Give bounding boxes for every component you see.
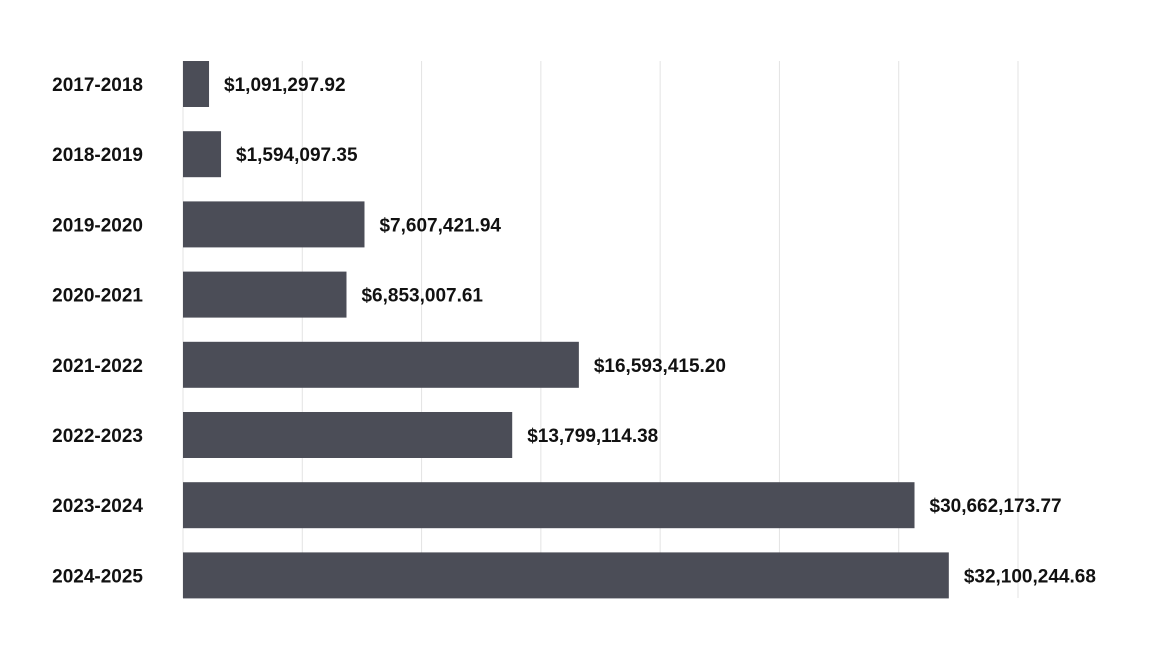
value-label: $7,607,421.94 <box>379 215 501 236</box>
value-label: $30,662,173.77 <box>930 496 1062 517</box>
category-label: 2020-2021 <box>52 286 143 307</box>
bar-2022-2023 <box>183 412 513 458</box>
category-label: 2018-2019 <box>52 145 143 166</box>
bar-2023-2024 <box>183 482 915 529</box>
category-label: 2023-2024 <box>52 496 143 517</box>
bars <box>183 61 949 599</box>
value-label: $16,593,415.20 <box>594 356 726 377</box>
category-labels: 2017-2018 2018-2019 2019-2020 2020-2021 2021… <box>52 75 143 587</box>
gridlines <box>182 61 1019 598</box>
value-label: $13,799,114.38 <box>527 426 658 447</box>
bar-2018-2019 <box>183 131 222 178</box>
bar-2021-2022 <box>183 341 579 388</box>
category-label: 2017-2018 <box>52 75 143 96</box>
value-label: $1,594,097.35 <box>236 145 358 166</box>
value-labels: $1,091,297.92 $1,594,097.35 $7,607,421.94 $… <box>224 75 1096 587</box>
category-label: 2024-2025 <box>52 566 143 587</box>
value-label: $6,853,007.61 <box>361 286 483 307</box>
bar-2024-2025 <box>183 552 949 599</box>
bar-2017-2018 <box>183 61 210 107</box>
category-label: 2021-2022 <box>52 356 143 377</box>
category-label: 2019-2020 <box>52 215 143 236</box>
bar-2020-2021 <box>183 271 347 318</box>
value-label: $1,091,297.92 <box>224 75 346 96</box>
value-label: $32,100,244.68 <box>964 566 1096 587</box>
category-label: 2022-2023 <box>52 426 143 447</box>
bar-2019-2020 <box>183 201 365 248</box>
